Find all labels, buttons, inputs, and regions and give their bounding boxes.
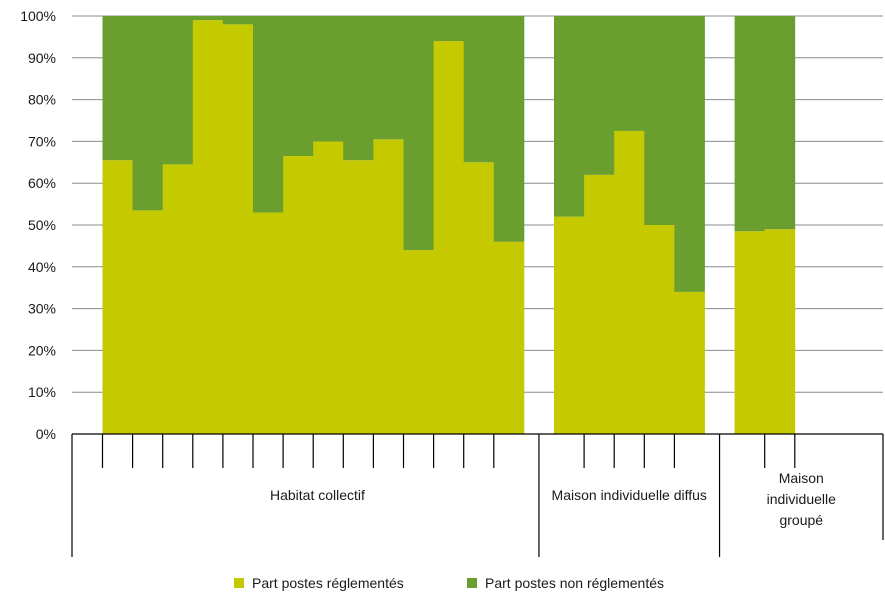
bar-segment-non-reglementes (313, 16, 344, 142)
bar-segment-non-reglementes (554, 16, 585, 217)
bar-segment-reglementes (102, 160, 133, 434)
group-label: Maison individuelle groupé (767, 470, 836, 528)
y-tick-label: 30% (28, 301, 56, 317)
axis-layer: 0% 10% 20% 30% 40% 50% 60% 70% 80% 90% 100% Habitat… (20, 8, 884, 557)
legend-label: Part postes réglementés (252, 575, 404, 591)
bar-segment-non-reglementes (493, 16, 525, 242)
y-tick-label: 10% (28, 384, 56, 400)
y-tick-label: 40% (28, 259, 56, 275)
bar-segment-reglementes (433, 41, 465, 434)
bar-segment-reglementes (734, 231, 766, 434)
bar-segment-reglementes (614, 130, 645, 434)
y-tick-label: 70% (28, 133, 56, 149)
bar-segment-reglementes (764, 229, 796, 434)
legend: Part postes réglementés Part postes non r… (234, 575, 664, 591)
y-tick-label: 100% (20, 8, 56, 24)
legend-label: Part postes non réglementés (485, 575, 664, 591)
bar-segment-reglementes (403, 250, 434, 434)
bar-segment-non-reglementes (764, 16, 796, 230)
bar-segment-non-reglementes (614, 16, 645, 131)
y-tick-label: 20% (28, 342, 56, 358)
bar-segment-reglementes (253, 212, 284, 434)
bar-segment-reglementes (192, 20, 224, 435)
bars-layer (102, 16, 796, 435)
bar-segment-reglementes (644, 225, 675, 434)
bar-segment-reglementes (674, 291, 705, 434)
bar-segment-non-reglementes (584, 16, 615, 175)
bar-segment-reglementes (493, 241, 525, 434)
bar-segment-reglementes (554, 216, 585, 434)
y-tick-label: 60% (28, 175, 56, 191)
legend-swatch (467, 578, 477, 588)
bar-segment-reglementes (283, 156, 314, 434)
bar-segment-non-reglementes (373, 16, 404, 140)
y-tick-label: 50% (28, 217, 56, 233)
y-tick-label: 90% (28, 50, 56, 66)
group-label: Maison individuelle diffus (552, 487, 707, 503)
bar-segment-non-reglementes (403, 16, 434, 251)
bar-segment-reglementes (313, 141, 344, 434)
bar-segment-non-reglementes (463, 16, 495, 163)
bar-segment-reglementes (222, 24, 254, 435)
bar-segment-non-reglementes (192, 16, 224, 21)
legend-swatch (234, 578, 244, 588)
bar-segment-non-reglementes (674, 16, 705, 292)
bar-segment-non-reglementes (102, 16, 133, 161)
bar-segment-non-reglementes (734, 16, 766, 232)
bar-segment-non-reglementes (343, 16, 374, 161)
bar-segment-non-reglementes (222, 16, 254, 25)
bar-segment-reglementes (162, 164, 194, 434)
bar-segment-reglementes (373, 139, 404, 434)
bar-segment-reglementes (343, 160, 374, 434)
y-tick-label: 80% (28, 92, 56, 108)
bar-segment-non-reglementes (132, 16, 164, 211)
bar-segment-reglementes (132, 210, 164, 434)
y-tick-label: 0% (36, 426, 56, 442)
bar-segment-reglementes (463, 162, 495, 435)
bar-segment-non-reglementes (162, 16, 194, 165)
group-label: Habitat collectif (270, 487, 365, 503)
bar-segment-non-reglementes (644, 16, 675, 225)
bar-segment-non-reglementes (253, 16, 284, 213)
bar-segment-non-reglementes (283, 16, 314, 157)
bar-segment-non-reglementes (433, 16, 465, 42)
bar-segment-reglementes (584, 174, 615, 434)
